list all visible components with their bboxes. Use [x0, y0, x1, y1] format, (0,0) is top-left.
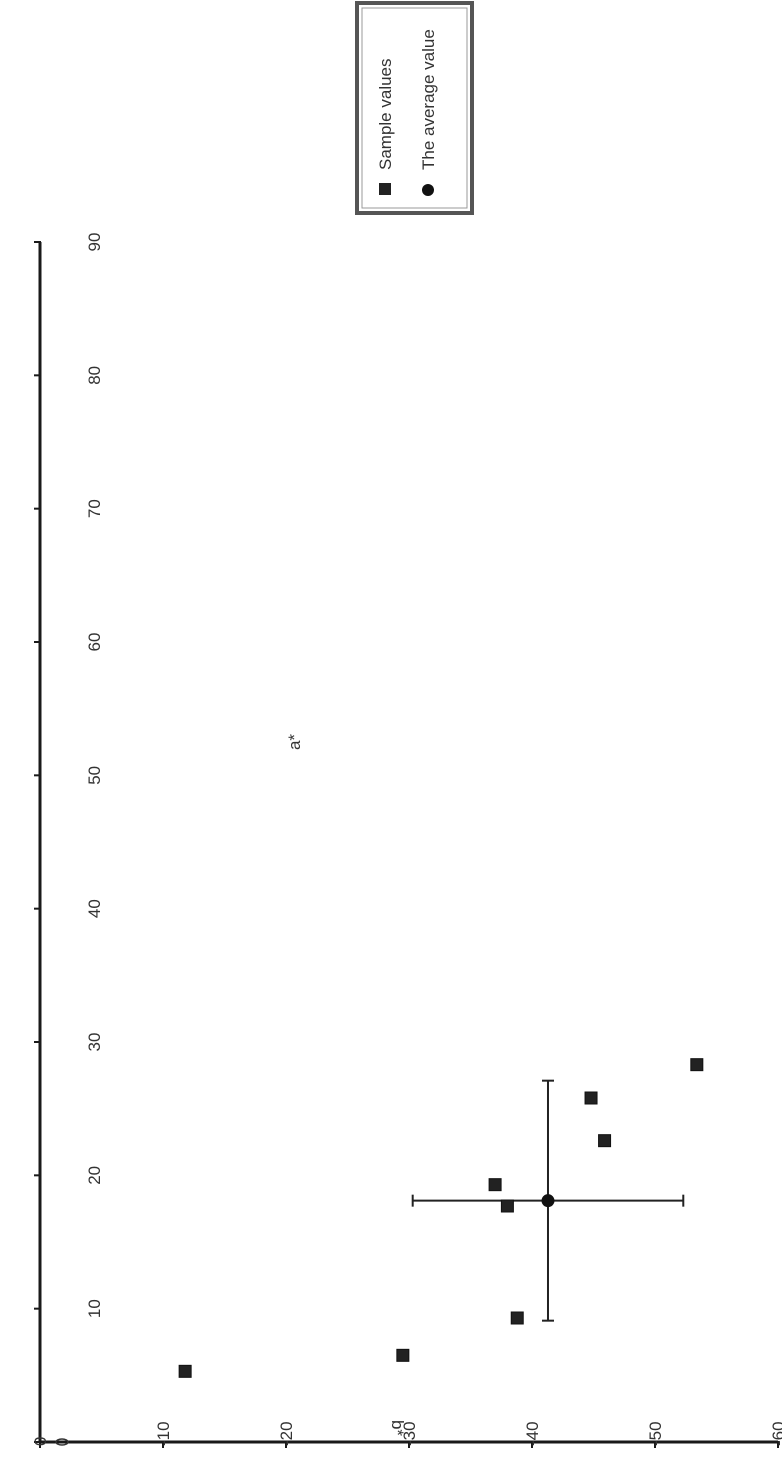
x-tick-label: -20 — [277, 1421, 296, 1446]
data-marks — [55, 1058, 704, 1446]
y-tick-label: 60 — [85, 633, 104, 652]
y-axis-label: a* — [285, 734, 304, 750]
y-tick-label: 30 — [85, 1033, 104, 1052]
x-tick-label: -10 — [154, 1421, 173, 1446]
legend-entry-label: Sample values — [376, 58, 395, 170]
y-tick-label: 90 — [85, 233, 104, 252]
sample-point — [178, 1364, 192, 1378]
x-tick-label: -50 — [646, 1421, 665, 1446]
legend-entry-label: The average value — [419, 29, 438, 170]
y-tick-label: 50 — [85, 766, 104, 785]
y-tick-label: 80 — [85, 366, 104, 385]
sample-point — [488, 1178, 502, 1192]
origin-point — [55, 1438, 69, 1446]
sample-point — [598, 1134, 612, 1148]
legend-square-icon — [379, 183, 391, 195]
y-tick-label: 20 — [85, 1166, 104, 1185]
x-tick-label: 0 — [31, 1437, 50, 1446]
sample-point — [500, 1199, 514, 1213]
legend-circle-icon — [422, 184, 434, 196]
x-tick-label: -30 — [400, 1421, 419, 1446]
legend-inner-border — [361, 7, 468, 209]
sample-point — [690, 1058, 704, 1072]
y-tick-label: 40 — [85, 899, 104, 918]
x-tick-label: -40 — [523, 1421, 542, 1446]
legend-box — [355, 1, 474, 215]
x-tick-label: -60 — [769, 1421, 782, 1446]
sample-point — [584, 1091, 598, 1105]
y-tick-label: 10 — [85, 1299, 104, 1318]
sample-point — [396, 1348, 410, 1362]
x-axis-label: b* — [388, 1420, 407, 1436]
sample-point — [510, 1311, 524, 1325]
average-point — [541, 1194, 555, 1208]
legend: Sample values The average value — [355, 1, 474, 215]
axes: 10 20 30 40 50 60 70 80 90 0 -10 -20 -30 -40 -50 -60 — [31, 233, 782, 1448]
y-tick-label: 70 — [85, 499, 104, 518]
